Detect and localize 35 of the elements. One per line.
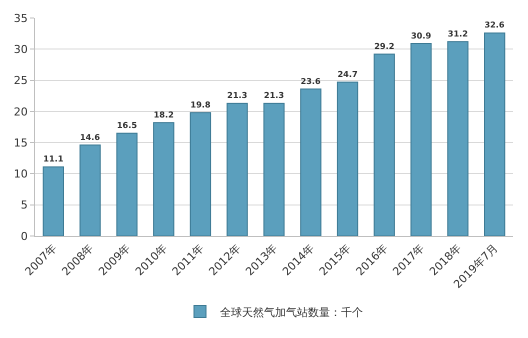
bar (410, 43, 432, 236)
legend-label: 全球天然气加气站数量：千个 (220, 306, 363, 319)
bar (80, 144, 101, 236)
bar (42, 166, 64, 236)
bar (190, 112, 212, 236)
data-label: 31.2 (448, 28, 468, 38)
bar (300, 88, 322, 236)
bar (116, 132, 138, 236)
y-tick-label: 20 (14, 105, 28, 118)
data-label: 18.2 (154, 109, 174, 120)
y-tick-label: 5 (20, 198, 28, 212)
bar (153, 122, 174, 236)
bar (226, 102, 248, 236)
bar (447, 41, 468, 236)
y-tick-label: 25 (14, 74, 28, 88)
bar (336, 82, 358, 236)
data-label: 30.9 (410, 30, 432, 40)
y-tick-label: 10 (14, 168, 28, 181)
bar (263, 102, 285, 236)
data-label: 19.8 (190, 99, 211, 110)
data-label: 11.1 (43, 154, 64, 164)
data-label: 24.7 (337, 68, 358, 79)
bar (374, 54, 395, 236)
data-label: 29.2 (374, 40, 394, 51)
y-tick-label: 30 (14, 42, 28, 56)
y-tick-label: 15 (14, 136, 28, 150)
y-tick-label: 35 (14, 12, 28, 25)
data-label: 21.3 (264, 90, 284, 100)
data-label: 14.6 (80, 132, 100, 142)
data-label: 21.3 (227, 90, 248, 100)
data-label: 32.6 (484, 20, 505, 30)
bar (484, 32, 506, 236)
data-label: 16.5 (116, 120, 138, 130)
y-tick-label: 0 (20, 230, 28, 243)
data-label: 23.6 (300, 76, 321, 86)
